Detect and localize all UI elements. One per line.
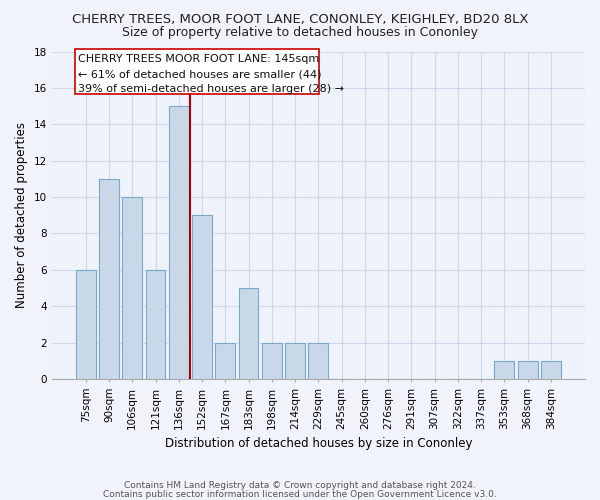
Text: 39% of semi-detached houses are larger (28) →: 39% of semi-detached houses are larger (… [78, 84, 344, 94]
Text: Contains public sector information licensed under the Open Government Licence v3: Contains public sector information licen… [103, 490, 497, 499]
Bar [518, 360, 538, 379]
Bar [146, 270, 166, 379]
Bar [215, 342, 235, 379]
Bar [494, 360, 514, 379]
Text: ← 61% of detached houses are smaller (44): ← 61% of detached houses are smaller (44… [78, 69, 322, 79]
Text: Contains HM Land Registry data © Crown copyright and database right 2024.: Contains HM Land Registry data © Crown c… [124, 481, 476, 490]
Text: CHERRY TREES, MOOR FOOT LANE, CONONLEY, KEIGHLEY, BD20 8LX: CHERRY TREES, MOOR FOOT LANE, CONONLEY, … [72, 12, 528, 26]
Bar [169, 106, 188, 379]
Text: CHERRY TREES MOOR FOOT LANE: 145sqm: CHERRY TREES MOOR FOOT LANE: 145sqm [78, 54, 319, 64]
Bar [192, 215, 212, 379]
Bar [285, 342, 305, 379]
Bar [239, 288, 259, 379]
Text: Size of property relative to detached houses in Cononley: Size of property relative to detached ho… [122, 26, 478, 39]
Bar [262, 342, 282, 379]
Bar [99, 179, 119, 379]
Bar [308, 342, 328, 379]
Y-axis label: Number of detached properties: Number of detached properties [15, 122, 28, 308]
X-axis label: Distribution of detached houses by size in Cononley: Distribution of detached houses by size … [164, 437, 472, 450]
Bar [122, 197, 142, 379]
Bar [76, 270, 95, 379]
Bar [74, 49, 319, 94]
Bar [541, 360, 561, 379]
